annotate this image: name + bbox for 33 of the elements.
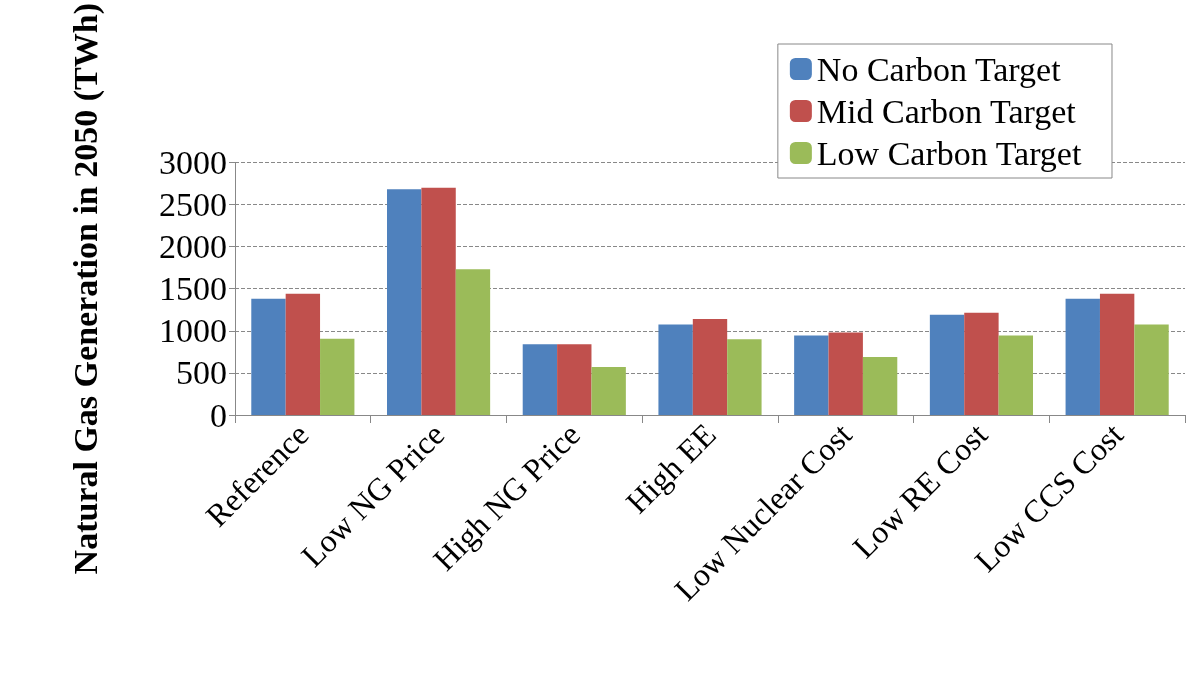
bar bbox=[794, 335, 829, 415]
bar bbox=[828, 332, 863, 415]
y-tick-label: 500 bbox=[176, 354, 227, 392]
y-axis-title: Natural Gas Generation in 2050 (TWh) bbox=[66, 2, 105, 575]
bar bbox=[557, 344, 592, 415]
bar bbox=[692, 319, 728, 415]
bar bbox=[862, 356, 898, 415]
legend-label: Mid Carbon Target bbox=[816, 92, 1077, 130]
bar bbox=[929, 314, 965, 415]
bar bbox=[1099, 293, 1135, 415]
bar bbox=[591, 367, 626, 415]
bar bbox=[522, 344, 558, 415]
bar bbox=[320, 338, 355, 415]
x-tick-label: High EE bbox=[618, 416, 723, 521]
legend-label: No Carbon Target bbox=[816, 50, 1062, 88]
y-tick-label: 2000 bbox=[159, 228, 227, 266]
bar bbox=[421, 187, 456, 415]
y-tick-label: 2500 bbox=[159, 185, 227, 223]
legend-label: Low Carbon Target bbox=[816, 134, 1082, 172]
bar bbox=[251, 298, 286, 415]
y-tick-label: 1000 bbox=[159, 312, 227, 350]
bar bbox=[727, 339, 762, 415]
bar bbox=[1065, 298, 1100, 415]
bar bbox=[964, 312, 999, 415]
bar bbox=[455, 269, 491, 415]
bar bbox=[387, 189, 422, 415]
y-tick-label: 1500 bbox=[159, 270, 227, 308]
bar bbox=[285, 293, 321, 415]
y-tick-label: 0 bbox=[210, 396, 227, 434]
bar bbox=[658, 324, 693, 415]
bar bbox=[998, 335, 1033, 415]
y-tick-label: 3000 bbox=[159, 143, 227, 181]
bar bbox=[1134, 324, 1169, 415]
